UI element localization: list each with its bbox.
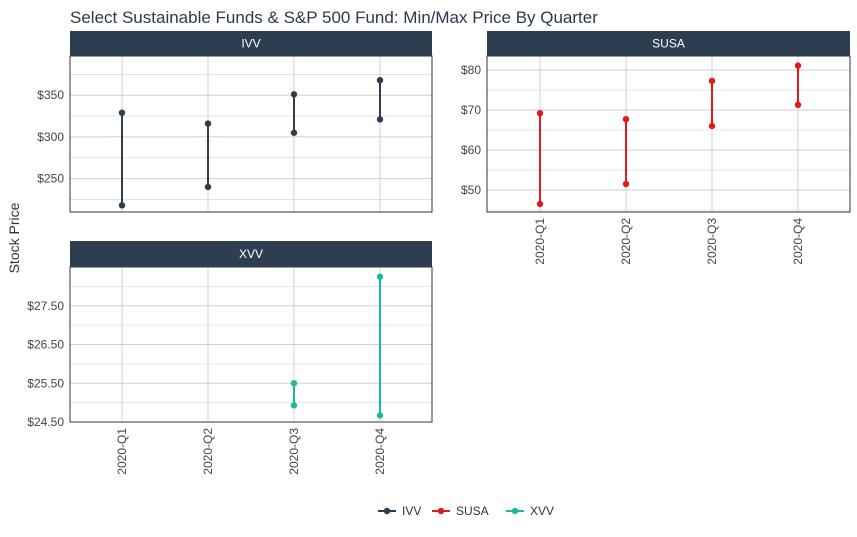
panel-border: [486, 55, 851, 213]
legend-point: [511, 507, 519, 515]
y-axis-title: Stock Price: [6, 202, 22, 273]
max-point: [290, 91, 298, 98]
legend-label: SUSA: [456, 504, 489, 518]
legend-label: XVV: [530, 504, 554, 518]
y-tick-label: $27.50: [27, 299, 64, 313]
legend: IVV SUSA XVV: [378, 504, 554, 518]
max-point: [622, 116, 630, 123]
facet-strip: [487, 31, 850, 56]
chart-title: Select Sustainable Funds & S&P 500 Fund:…: [70, 8, 598, 27]
x-tick-label: 2020-Q2: [201, 428, 215, 475]
facet-strip-label: SUSA: [652, 37, 685, 51]
x-tick-label: 2020-Q2: [619, 218, 633, 265]
min-point: [290, 402, 298, 409]
facet-xvv: $24.50 $25.50 $26.50 $27.50 XVV 2020-Q1 2020-Q…: [27, 241, 433, 475]
facet-strip: [70, 241, 432, 267]
max-point: [376, 76, 384, 84]
y-tick-label: $24.50: [27, 415, 64, 429]
y-tick-label: $350: [37, 88, 64, 102]
facet-ivv: $250 $300 $350 IVV: [37, 31, 433, 213]
facet-strip-label: IVV: [241, 37, 260, 51]
y-tick-label: $25.50: [27, 376, 64, 390]
y-tick-label: $70: [461, 103, 481, 117]
x-tick-label: 2020-Q3: [705, 218, 719, 265]
min-point: [794, 101, 802, 109]
x-tick-label: 2020-Q4: [373, 428, 387, 475]
max-point: [204, 120, 212, 127]
max-point: [118, 109, 126, 116]
x-tick-label: 2020-Q1: [533, 218, 547, 265]
x-tick-label: 2020-Q3: [287, 428, 301, 475]
min-point: [536, 200, 544, 208]
y-tick-label: $80: [461, 63, 481, 77]
max-point: [708, 77, 716, 85]
min-point: [118, 202, 126, 209]
min-point: [708, 122, 716, 130]
facet-strip: [70, 31, 432, 56]
max-point: [536, 110, 544, 117]
max-point: [794, 62, 802, 69]
min-point: [376, 412, 384, 419]
min-point: [204, 183, 212, 191]
legend-point: [383, 507, 391, 515]
min-point: [622, 180, 630, 188]
y-tick-label: $50: [461, 183, 481, 197]
y-tick-label: $250: [37, 172, 64, 186]
max-point: [376, 273, 384, 280]
x-tick-label: 2020-Q1: [115, 428, 129, 475]
min-point: [290, 129, 298, 136]
y-tick-label: $26.50: [27, 338, 64, 352]
max-point: [290, 380, 298, 387]
legend-label: IVV: [402, 504, 421, 518]
legend-point: [437, 507, 445, 515]
facet-strip-label: XVV: [239, 247, 263, 261]
facet-panels: $250 $300 $350 IVV $50 $60 $70 $80 SUSA 2020-Q1 20…: [27, 31, 851, 475]
y-tick-label: $60: [461, 143, 481, 157]
facet-susa: $50 $60 $70 $80 SUSA 2020-Q1 2020-Q2 2020-Q3 202…: [461, 31, 851, 265]
y-tick-label: $300: [37, 130, 64, 144]
x-tick-label: 2020-Q4: [791, 218, 805, 265]
min-point: [376, 116, 384, 123]
